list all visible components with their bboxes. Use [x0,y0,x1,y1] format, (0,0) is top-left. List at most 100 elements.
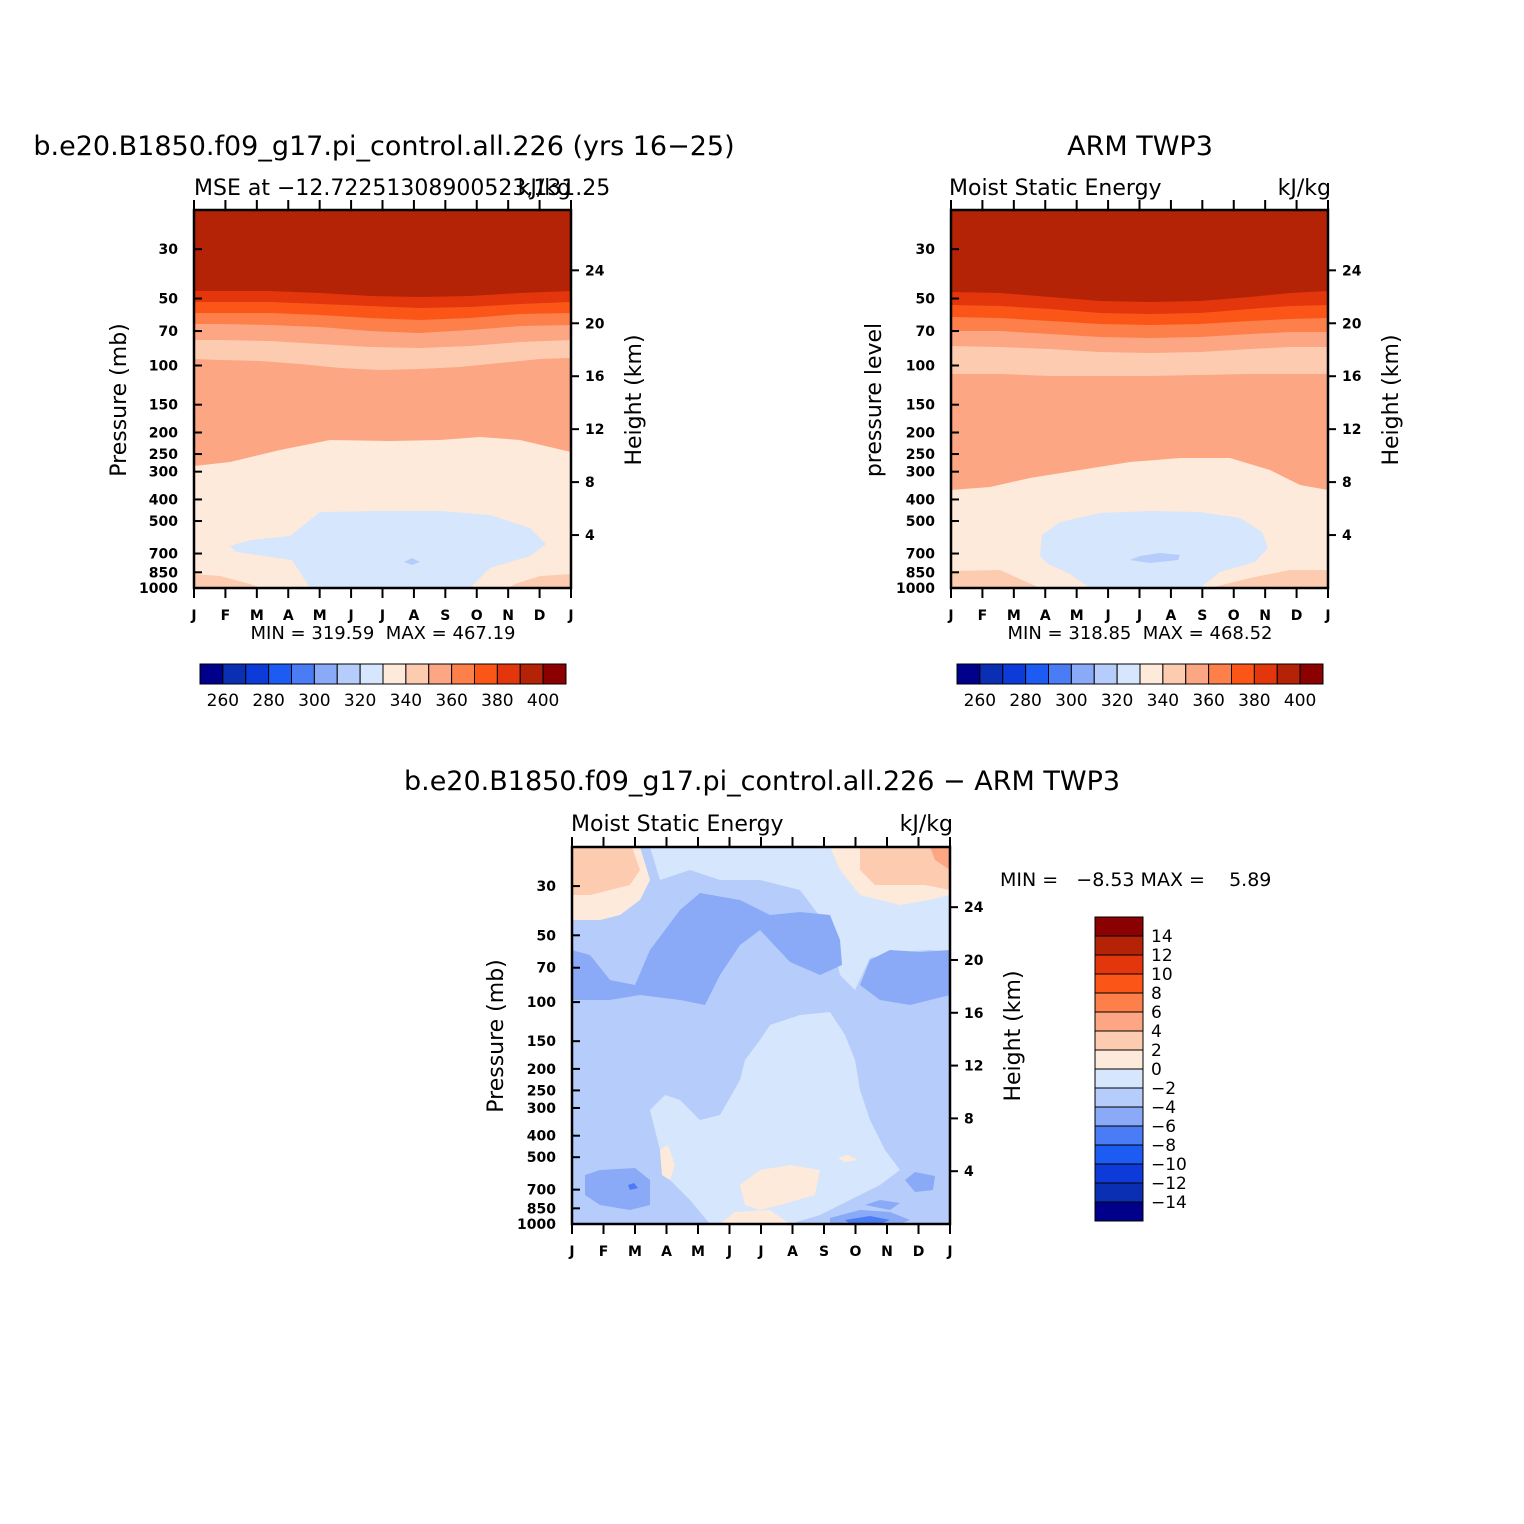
x-tick-label: O [850,1244,862,1260]
x-tick-label: M [691,1244,705,1260]
colorbar-swatch [451,663,475,685]
x-tick-label: N [502,608,514,624]
x-tick-label: J [568,1244,574,1260]
colorbar-tick-label: 400 [527,691,559,711]
y-tick-label: 250 [906,447,935,463]
colorbar-swatch [1299,663,1324,685]
obs-y-axis-label: pressure level [862,323,887,477]
y-tick-label: 70 [916,324,936,340]
model-left-label: MSE at −12.72251308900523,131.25 [194,176,610,201]
colorbar-swatch [1094,1163,1144,1184]
colorbar-swatch [359,663,384,685]
y-tick-label: 150 [527,1034,556,1050]
obs-y2-axis-label: Height (km) [1379,334,1404,465]
colorbar-tick-label: 6 [1151,1003,1162,1023]
colorbar-tick-label: 8 [1151,984,1162,1004]
colorbar-swatch [519,663,544,685]
y2-tick-label: 8 [964,1111,974,1127]
model-band-400 [194,210,571,297]
x-tick-label: N [881,1244,893,1260]
colorbar-swatch [1231,663,1255,685]
diff-band-mid-light [650,1012,900,1224]
colorbar-tick-label: −8 [1151,1136,1176,1156]
y-tick-label: 150 [149,398,178,414]
y2-tick-label: 16 [1342,369,1361,385]
colorbar-swatch [1139,663,1164,685]
colorbar-swatch [1094,1068,1144,1089]
diff-y-axis-label: Pressure (mb) [484,959,509,1113]
diff-band-top-left-4 [572,847,640,895]
y2-tick-label: 20 [1342,316,1362,332]
colorbar-swatch [1162,663,1187,685]
colorbar-swatch [222,663,247,685]
model-min-max: MIN = 319.59 MAX = 467.19 [251,623,516,644]
panel-diff: b.e20.B1850.f09_g17.pi_control.all.226 −… [404,766,1271,1260]
diff-band-low-right-dark [905,1172,935,1192]
obs-colorbar: 260 280 300 320 340 360 380 400 [956,663,1324,711]
diff-band-top-right-4 [860,847,950,890]
x-tick-label: M [250,608,264,624]
y-tick-label: 70 [159,324,179,340]
y-tick-label: 200 [149,425,178,441]
model-band-bottom-left [194,574,260,588]
colorbar-swatch [542,663,567,685]
colorbar-tick-label: 260 [207,691,239,711]
x-tick-label: M [628,1244,642,1260]
y-tick-label: 100 [149,359,178,375]
x-tick-label: D [534,608,546,624]
colorbar-swatch [1276,663,1301,685]
diff-right-label: kJ/kg [900,812,953,837]
y2-tick-label: 16 [585,369,604,385]
colorbar-swatch [1048,663,1072,685]
diff-y2-axis-label: Height (km) [1001,970,1026,1101]
x-tick-label: M [1007,608,1021,624]
y-tick-label: 200 [527,1062,556,1078]
y2-tick-label: 8 [1342,475,1352,491]
colorbar-swatch [1253,663,1278,685]
y2-tick-label: 20 [585,316,605,332]
colorbar-tick-label: −12 [1151,1174,1187,1194]
y2-tick-label: 24 [964,900,984,916]
obs-contour-field [951,210,1328,588]
y-tick-label: 30 [916,242,936,258]
colorbar-swatch [496,663,521,685]
y-tick-label: 50 [916,292,936,308]
colorbar-swatch [1094,1087,1144,1108]
y-tick-label: 700 [527,1183,556,1199]
y-tick-label: 500 [906,514,935,530]
y-tick-label: 100 [527,995,556,1011]
model-colorbar: 260 280 300 320 340 360 380 400 [199,663,567,711]
colorbar-tick-label: −14 [1151,1193,1187,1213]
colorbar-swatch [1094,1201,1144,1222]
x-tick-label: A [787,1244,798,1260]
colorbar-swatch [1208,663,1232,685]
x-tick-label: O [471,608,483,624]
y2-tick-label: 12 [964,1059,983,1075]
x-tick-label: J [1104,608,1110,624]
colorbar-tick-label: 12 [1151,946,1173,966]
x-tick-label: N [1259,608,1271,624]
obs-band-lt320 [1040,511,1268,588]
y-tick-label: 200 [906,425,935,441]
colorbar-tick-label: 340 [390,691,422,711]
x-tick-label: J [347,608,353,624]
y-tick-label: 850 [149,565,178,581]
y-tick-label: 1000 [517,1217,556,1233]
colorbar-tick-label: 400 [1284,691,1316,711]
diff-left-label: Moist Static Energy [571,812,784,837]
colorbar-tick-label: 10 [1151,965,1173,985]
colorbar-swatch [382,663,407,685]
obs-min-max: MIN = 318.85 MAX = 468.52 [1008,623,1273,644]
colorbar-swatch [1094,973,1144,994]
y-tick-label: 1000 [896,581,935,597]
panel-model: b.e20.B1850.f09_g17.pi_control.all.226 (… [33,131,734,711]
diff-contour-field [572,847,950,1224]
y2-tick-label: 12 [1342,422,1361,438]
y2-tick-label: 4 [1342,528,1352,544]
colorbar-swatch [313,663,338,685]
